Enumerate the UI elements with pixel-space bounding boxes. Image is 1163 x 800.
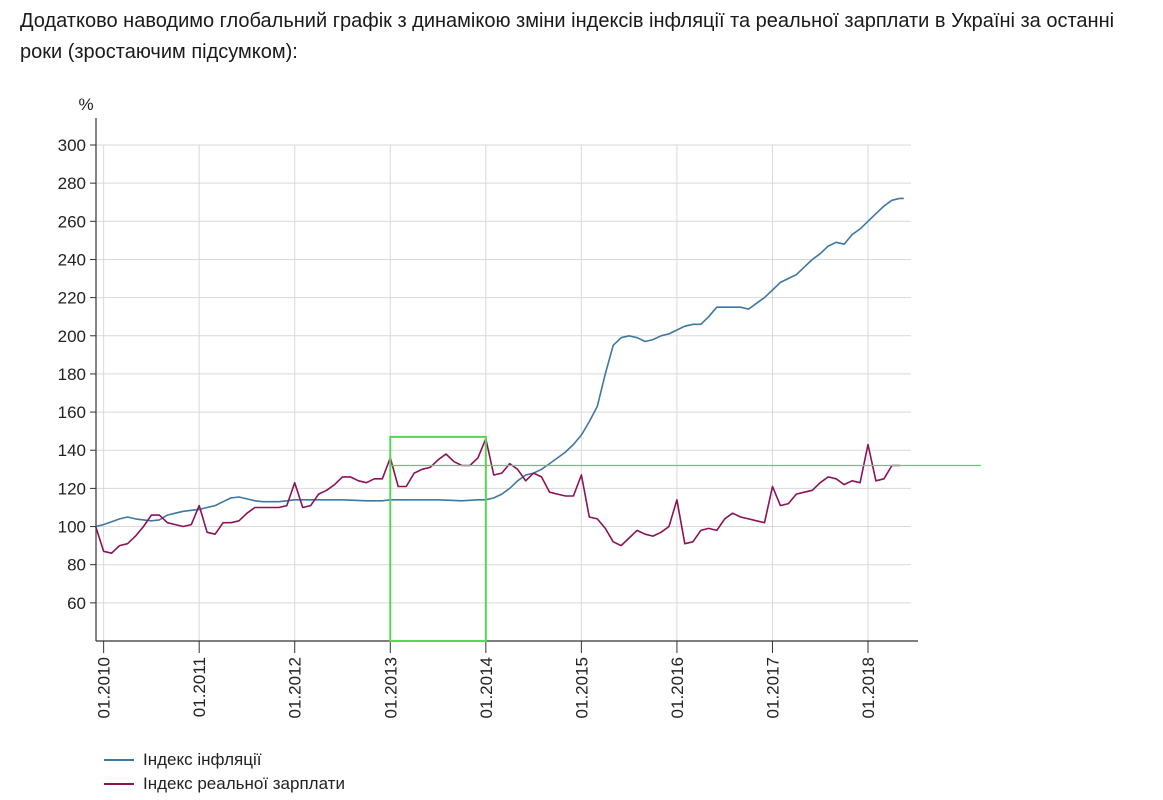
y-tick-label: 180 [58, 365, 86, 384]
chart-annotations [389, 435, 981, 642]
series-line-wage [94, 438, 900, 554]
legend-label-inflation: Індекс інфляції [143, 750, 262, 769]
y-tick-label: 60 [67, 594, 86, 613]
chart-axes [90, 118, 918, 653]
y-tick-label: 280 [58, 174, 86, 193]
y-tick-label: 120 [58, 479, 86, 498]
x-tick-label: 01.2010 [95, 657, 114, 718]
x-tick-label: 01.2017 [763, 657, 782, 718]
intro-paragraph: Додатково наводимо глобальний графік з д… [20, 10, 1115, 63]
legend-label-wage: Індекс реальної зарплати [143, 774, 345, 793]
grid-lines [96, 144, 911, 641]
y-tick-label: 240 [58, 250, 86, 269]
legend-swatch-inflation [104, 759, 134, 761]
x-tick-label: 01.2014 [477, 657, 496, 718]
tick-labels: 60 80 100 120 140 160 180 200 220 240 260 280 300 01.… [58, 95, 878, 718]
y-tick-label: 260 [58, 212, 86, 231]
chart-legend: Індекс інфляції Індекс реальної зарплати [104, 748, 345, 796]
y-tick-label: 160 [58, 403, 86, 422]
legend-item-inflation: Індекс інфляції [104, 748, 345, 772]
x-tick-label: 01.2018 [859, 657, 878, 718]
series-line-inflation [95, 197, 904, 528]
y-tick-label: 80 [67, 556, 86, 575]
y-tick-label: 300 [58, 136, 86, 155]
line-chart: 60 80 100 120 140 160 180 200 220 240 260 280 300 01.… [58, 95, 981, 718]
series-lines [94, 197, 904, 554]
y-tick-label: 220 [58, 289, 86, 308]
legend-item-wage: Індекс реальної зарплати [104, 772, 345, 796]
x-tick-label: 01.2012 [286, 657, 305, 718]
x-tick-label: 01.2016 [668, 657, 687, 718]
x-tick-label: 01.2015 [572, 657, 591, 718]
highlight-box [389, 435, 487, 642]
x-tick-label: 01.2011 [190, 657, 209, 717]
y-tick-label: 200 [58, 327, 86, 346]
y-unit-label: % [78, 95, 93, 114]
legend-swatch-wage [104, 783, 134, 785]
y-tick-label: 140 [58, 441, 86, 460]
x-tick-label: 01.2013 [381, 657, 400, 718]
y-tick-label: 100 [58, 518, 86, 537]
